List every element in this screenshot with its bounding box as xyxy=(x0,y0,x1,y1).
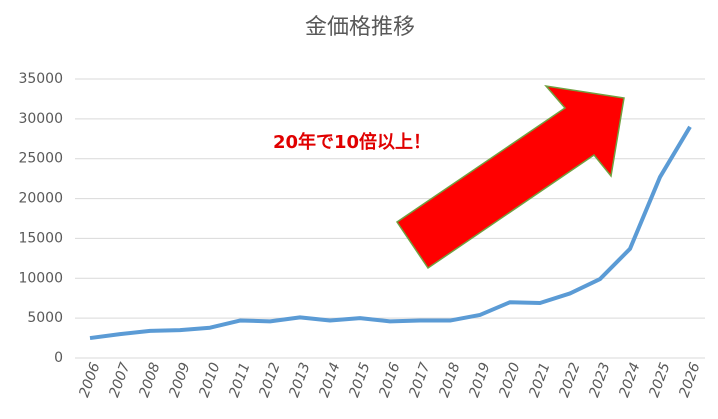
arrow xyxy=(395,84,625,270)
chart-title: 金価格推移 xyxy=(305,15,415,40)
x-tick-label: 2012 xyxy=(256,360,283,399)
x-tick-label: 2026 xyxy=(676,360,703,399)
y-tick-label: 25000 xyxy=(18,151,63,167)
x-tick-label: 2025 xyxy=(646,360,673,399)
y-tick-label: 10000 xyxy=(18,270,63,286)
line xyxy=(89,125,692,341)
y-tick-label: 15000 xyxy=(18,230,63,246)
x-tick-label: 2013 xyxy=(286,361,313,400)
y-tick-label: 20000 xyxy=(18,191,63,207)
y-tick-label: 35000 xyxy=(18,71,63,87)
x-tick-label: 2008 xyxy=(136,360,163,399)
x-tick-label: 2009 xyxy=(166,360,193,399)
x-tick-label: 2015 xyxy=(346,360,373,399)
x-tick-label: 2006 xyxy=(76,360,103,399)
annotation: 20年で10倍以上！ xyxy=(273,131,431,153)
x-tick-label: 2011 xyxy=(226,361,253,400)
x-tick-label: 2019 xyxy=(466,360,493,399)
y-tick-label: 5000 xyxy=(27,310,63,326)
x-tick-label: 2017 xyxy=(406,360,433,399)
x-tick-label: 2022 xyxy=(556,360,583,399)
x-tick-label: 2020 xyxy=(496,360,523,399)
x-tick-label: 2021 xyxy=(526,361,553,400)
x-tick-label: 2010 xyxy=(196,360,223,399)
plot xyxy=(89,125,692,341)
x-tick-label: 2014 xyxy=(316,361,343,400)
x-tick-label: 2018 xyxy=(436,360,463,399)
x-tick-label: 2023 xyxy=(586,361,613,400)
y-tick-label: 30000 xyxy=(18,111,63,127)
x-tick-label: 2007 xyxy=(106,360,133,399)
x-tick-label: 2024 xyxy=(616,361,643,400)
x-tick-label: 2016 xyxy=(376,360,403,399)
y-tick-label: 0 xyxy=(54,350,63,366)
